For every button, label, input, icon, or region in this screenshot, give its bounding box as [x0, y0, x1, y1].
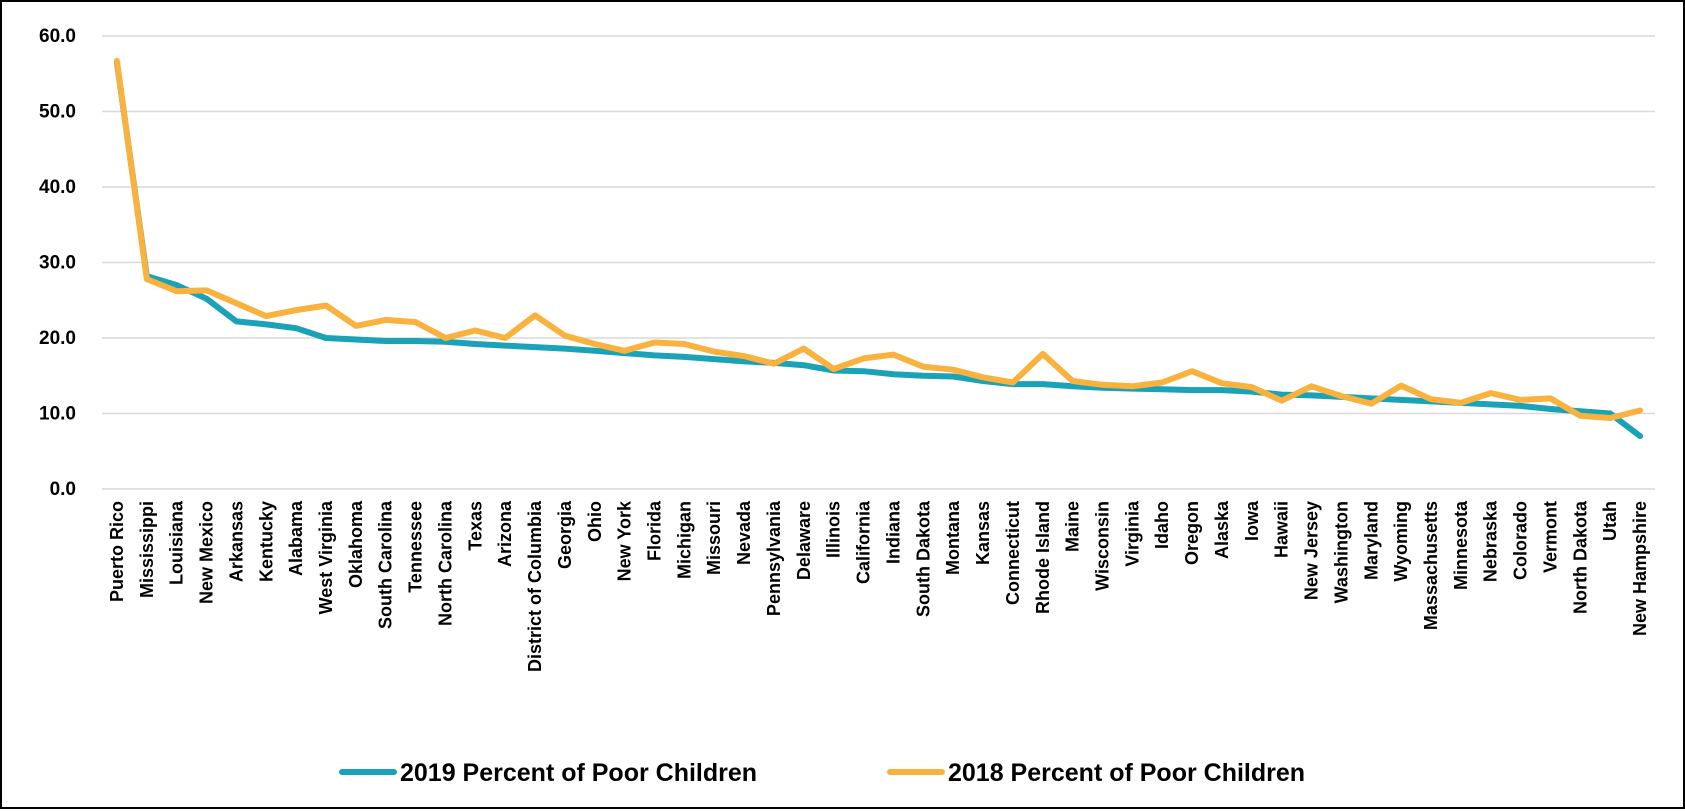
gridlines — [102, 35, 1655, 490]
series-line-1 — [113, 57, 1644, 421]
x-tick-label: Florida — [645, 500, 665, 561]
x-tick-label: South Carolina — [376, 500, 396, 629]
x-tick-label: Idaho — [1152, 501, 1172, 549]
x-tick-label: Indiana — [883, 500, 903, 564]
y-tick-label: 0.0 — [50, 479, 76, 500]
x-tick-label: Missouri — [704, 501, 724, 575]
x-axis-tick-labels: Puerto Rico Mississippi Louisiana New Mexic… — [107, 500, 1650, 672]
x-tick-label: Montana — [943, 500, 963, 575]
x-tick-label: Alaska — [1212, 500, 1232, 559]
x-tick-label: New York — [615, 500, 635, 581]
x-tick-label: Colorado — [1511, 501, 1531, 580]
x-tick-label: Minnesota — [1451, 500, 1471, 590]
x-tick-label: Vermont — [1540, 501, 1560, 573]
y-tick-label: 10.0 — [39, 404, 76, 425]
x-tick-label: New Mexico — [197, 501, 217, 604]
x-tick-label: Maryland — [1361, 501, 1381, 580]
y-tick-label: 20.0 — [39, 328, 76, 349]
x-tick-label: Oklahoma — [346, 500, 366, 588]
x-tick-label: Mississippi — [137, 501, 157, 598]
x-tick-label: New Jersey — [1302, 501, 1322, 600]
x-tick-label: Pennsylvania — [764, 500, 784, 616]
x-tick-label: Maine — [1063, 501, 1083, 552]
x-tick-label: Washington — [1331, 501, 1351, 603]
y-axis-tick-labels: 0.0 10.0 20.0 30.0 40.0 50.0 60.0 — [39, 26, 76, 500]
x-tick-label: Virginia — [1122, 500, 1142, 567]
x-tick-label: Wisconsin — [1092, 501, 1112, 591]
x-tick-label: North Carolina — [435, 500, 455, 626]
x-tick-label: South Dakota — [913, 500, 933, 617]
series-line-0 — [113, 59, 1644, 440]
x-tick-label: Texas — [465, 501, 485, 551]
x-tick-label: Massachusetts — [1421, 501, 1441, 630]
x-tick-label: Kentucky — [256, 501, 276, 582]
x-tick-label: Michigan — [674, 501, 694, 579]
series-lines — [113, 57, 1644, 440]
x-tick-label: Delaware — [794, 501, 814, 580]
legend: 2019 Percent of Poor Children 2018 Percen… — [339, 759, 1305, 787]
x-tick-label: Puerto Rico — [107, 501, 127, 602]
x-tick-label: Arizona — [495, 500, 515, 567]
x-tick-label: Alabama — [286, 500, 306, 576]
x-tick-label: Iowa — [1242, 500, 1262, 541]
x-tick-label: Illinois — [824, 501, 844, 558]
x-tick-label: California — [854, 500, 874, 584]
y-tick-label: 50.0 — [39, 102, 76, 123]
y-tick-label: 40.0 — [39, 177, 76, 198]
x-tick-label: Louisiana — [167, 500, 187, 585]
x-tick-label: District of Columbia — [525, 500, 545, 672]
x-tick-label: Rhode Island — [1033, 501, 1053, 614]
legend-label-0: 2019 Percent of Poor Children — [400, 759, 757, 787]
x-tick-label: Ohio — [585, 501, 605, 542]
x-tick-label: Oregon — [1182, 501, 1202, 565]
x-tick-label: Wyoming — [1391, 501, 1411, 582]
x-tick-label: Connecticut — [1003, 501, 1023, 605]
y-tick-label: 30.0 — [39, 253, 76, 274]
x-tick-label: North Dakota — [1570, 500, 1590, 614]
x-tick-label: Nevada — [734, 500, 754, 565]
x-tick-label: Arkansas — [226, 501, 246, 582]
x-tick-label: Nebraska — [1481, 500, 1501, 582]
x-tick-label: Hawaii — [1272, 501, 1292, 558]
legend-label-1: 2018 Percent of Poor Children — [948, 759, 1305, 787]
x-tick-label: Kansas — [973, 501, 993, 565]
x-tick-label: New Hampshire — [1630, 501, 1650, 636]
x-tick-label: Utah — [1600, 501, 1620, 541]
x-tick-label: Georgia — [555, 500, 575, 569]
x-tick-label: Tennessee — [406, 501, 426, 593]
y-tick-label: 60.0 — [39, 26, 76, 47]
x-tick-label: West Virginia — [316, 500, 336, 614]
